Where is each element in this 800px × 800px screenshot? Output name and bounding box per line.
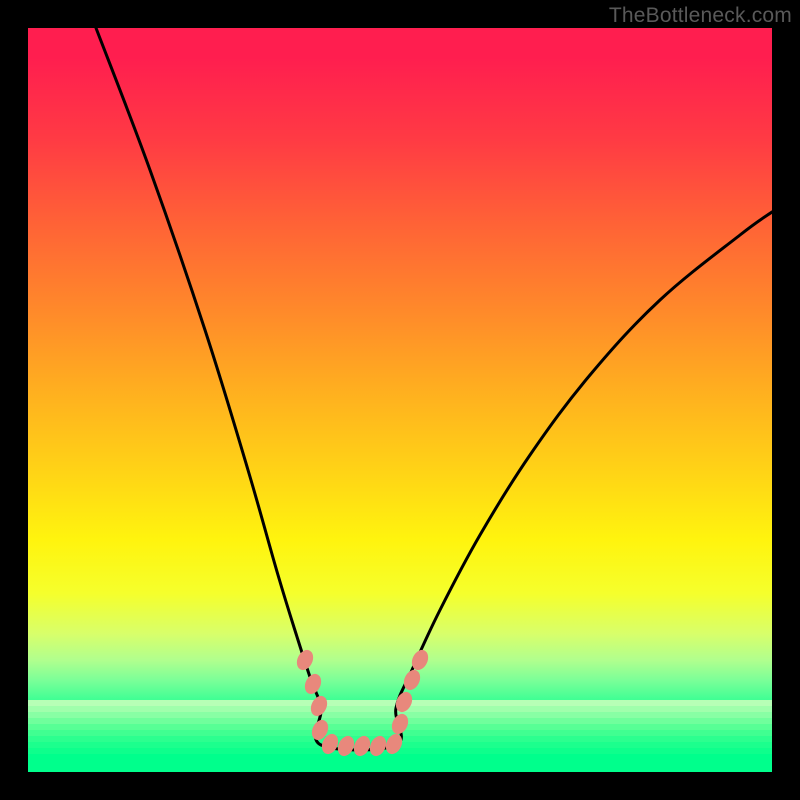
bottleneck-chart (0, 0, 800, 800)
watermark-text: TheBottleneck.com (609, 4, 792, 28)
